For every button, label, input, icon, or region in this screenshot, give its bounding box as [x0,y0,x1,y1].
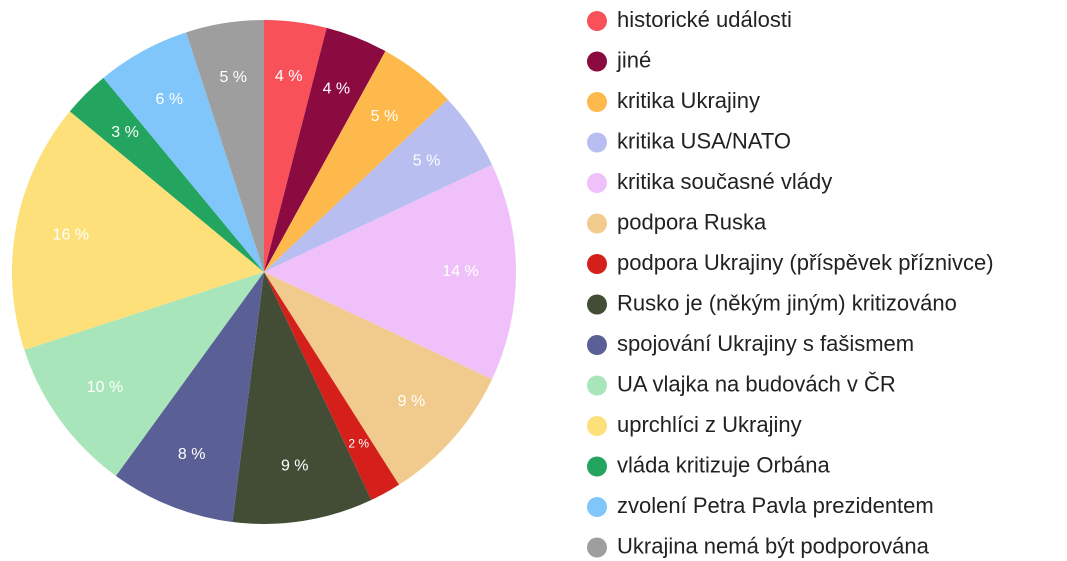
legend-marker [587,213,607,234]
pie-slice [264,164,516,380]
value-label: 2 % [348,436,369,450]
legend-label: vláda kritizuje Orbána [617,452,831,477]
pie-slice [264,99,493,272]
value-label: 4 % [323,80,351,97]
value-label: 10 % [87,379,123,396]
legend-marker [587,416,607,436]
pie-slice [264,272,400,501]
legend-label: kritika současné vlády [617,169,832,194]
value-label: 5 % [371,108,399,125]
pie-slice [264,20,327,272]
value-label: 9 % [398,393,426,410]
legend-label: podpora Ukrajiny (příspěvek příznivce) [617,250,994,275]
legend-marker [587,92,607,112]
legend-label: spojování Ukrajiny s fašismem [617,331,914,356]
legend-label: UA vlajka na budovách v ČR [617,371,896,396]
pie-slice [24,272,265,476]
legend-label: kritika Ukrajiny [617,88,760,113]
legend-label: zvolení Petra Pavla prezidentem [617,493,934,518]
pie-slice [103,32,264,273]
legend-marker [587,254,607,274]
value-label: 4 % [275,68,303,85]
pie-slice [115,272,264,523]
pie-slice [69,77,265,273]
pie-slice [12,111,265,350]
pie-slice [186,20,264,272]
value-label: 5 % [219,69,247,86]
legend-marker [587,335,607,355]
value-label: 6 % [156,91,184,108]
legend-label: uprchlíci z Ukrajiny [617,412,802,437]
value-label: 16 % [53,226,89,243]
legend-marker [587,537,607,558]
pie-slice [264,51,448,272]
legend-label: podpora Ruska [617,209,767,234]
legend-marker [587,375,607,396]
legend-marker [587,294,607,315]
pie-slice [264,272,493,485]
value-label: 8 % [178,446,206,463]
value-label: 3 % [111,124,139,141]
legend-marker [587,497,607,517]
legend-marker [587,456,607,477]
pie-slice [264,27,386,273]
legend-label: historické události [617,7,792,32]
pie-slice [232,272,372,524]
legend-label: jiné [616,47,651,72]
value-label: 5 % [413,153,441,170]
value-label: 9 % [281,457,309,474]
value-label: 14 % [442,263,478,280]
legend-marker [587,173,607,193]
legend-marker [587,11,607,31]
legend-label: Rusko je (někým jiným) kritizováno [617,290,957,315]
legend-marker [587,132,607,153]
legend-label: kritika USA/NATO [617,128,791,153]
legend-marker [587,51,607,72]
legend-label: Ukrajina nemá být podporována [617,533,930,558]
